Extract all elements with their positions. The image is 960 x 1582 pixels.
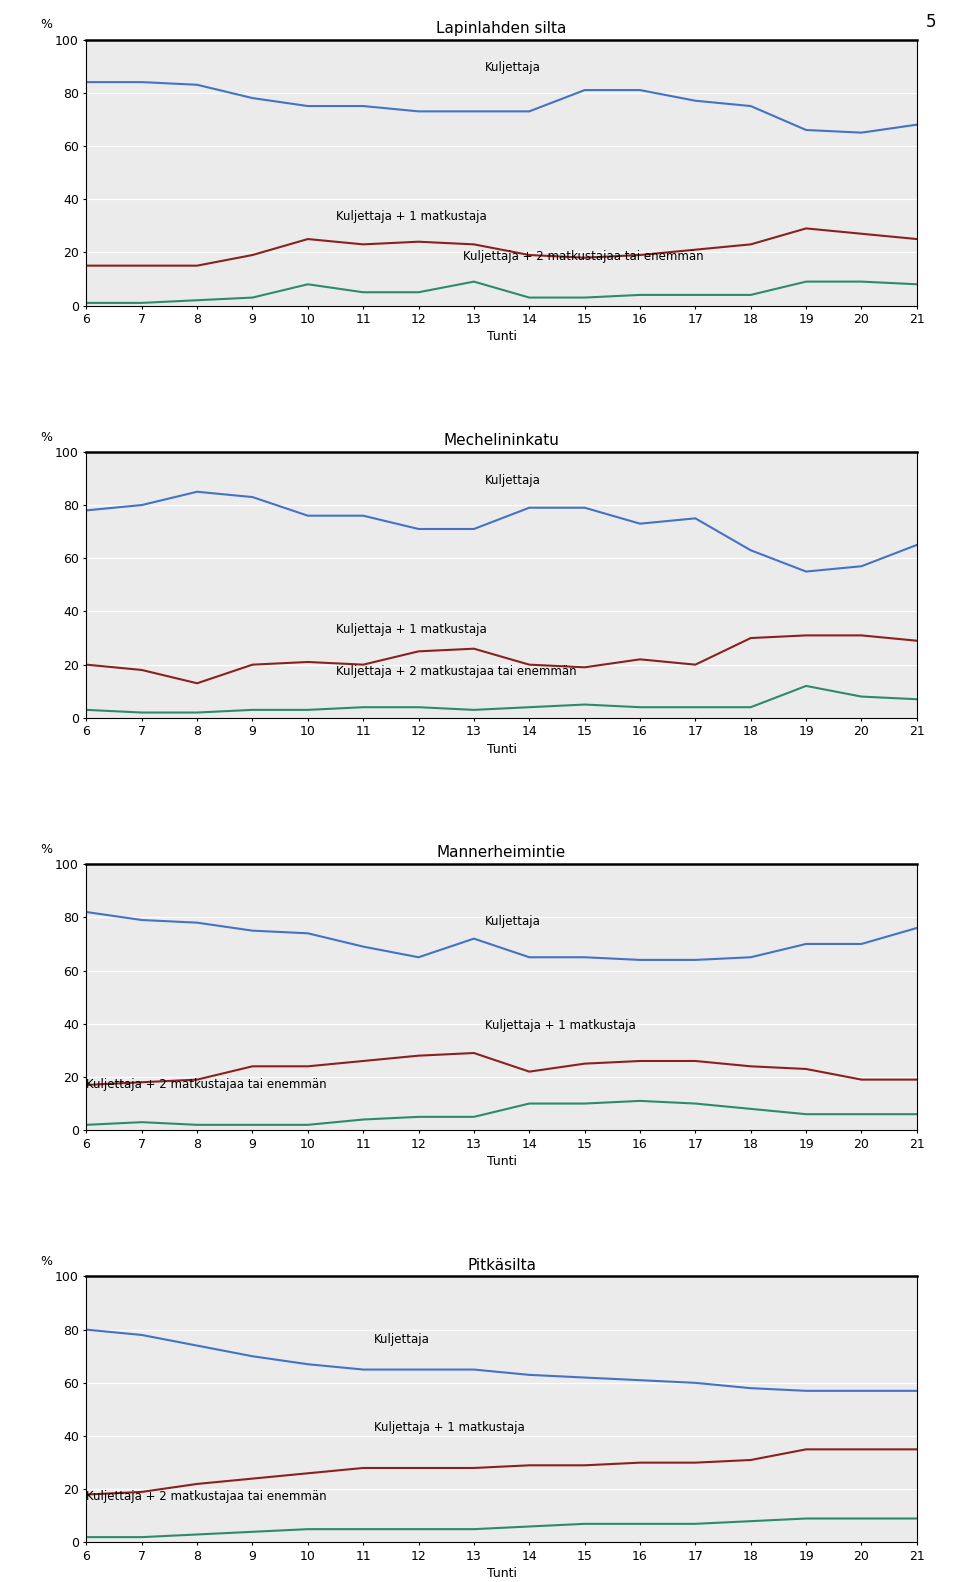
Text: Kuljettaja + 1 matkustaja: Kuljettaja + 1 matkustaja	[374, 1421, 525, 1433]
Text: Kuljettaja + 1 matkustaja: Kuljettaja + 1 matkustaja	[485, 1019, 636, 1031]
Text: Kuljettaja + 2 matkustajaa tai enemmän: Kuljettaja + 2 matkustajaa tai enemmän	[86, 1490, 327, 1503]
Title: Mechelininkatu: Mechelininkatu	[444, 433, 560, 448]
Text: %: %	[40, 19, 53, 32]
Title: Lapinlahden silta: Lapinlahden silta	[437, 21, 566, 36]
Text: Kuljettaja + 2 matkustajaa tai enemmän: Kuljettaja + 2 matkustajaa tai enemmän	[86, 1077, 327, 1090]
X-axis label: Tunti: Tunti	[487, 331, 516, 343]
Text: %: %	[40, 1255, 53, 1269]
X-axis label: Tunti: Tunti	[487, 1568, 516, 1580]
X-axis label: Tunti: Tunti	[487, 1155, 516, 1168]
Text: Kuljettaja: Kuljettaja	[485, 473, 540, 487]
Text: Kuljettaja + 2 matkustajaa tai enemmän: Kuljettaja + 2 matkustajaa tai enemmän	[463, 250, 704, 263]
Text: Kuljettaja + 1 matkustaja: Kuljettaja + 1 matkustaja	[335, 210, 487, 223]
Title: Mannerheimintie: Mannerheimintie	[437, 845, 566, 861]
X-axis label: Tunti: Tunti	[487, 742, 516, 756]
Title: Pitkäsilta: Pitkäsilta	[468, 1258, 536, 1272]
Text: %: %	[40, 430, 53, 443]
Text: Kuljettaja: Kuljettaja	[485, 916, 540, 929]
Text: Kuljettaja + 2 matkustajaa tai enemmän: Kuljettaja + 2 matkustajaa tai enemmän	[335, 666, 576, 679]
Text: 5: 5	[925, 13, 936, 30]
Text: %: %	[40, 843, 53, 856]
Text: Kuljettaja: Kuljettaja	[374, 1334, 430, 1346]
Text: Kuljettaja: Kuljettaja	[485, 62, 540, 74]
Text: Kuljettaja + 1 matkustaja: Kuljettaja + 1 matkustaja	[335, 623, 487, 636]
